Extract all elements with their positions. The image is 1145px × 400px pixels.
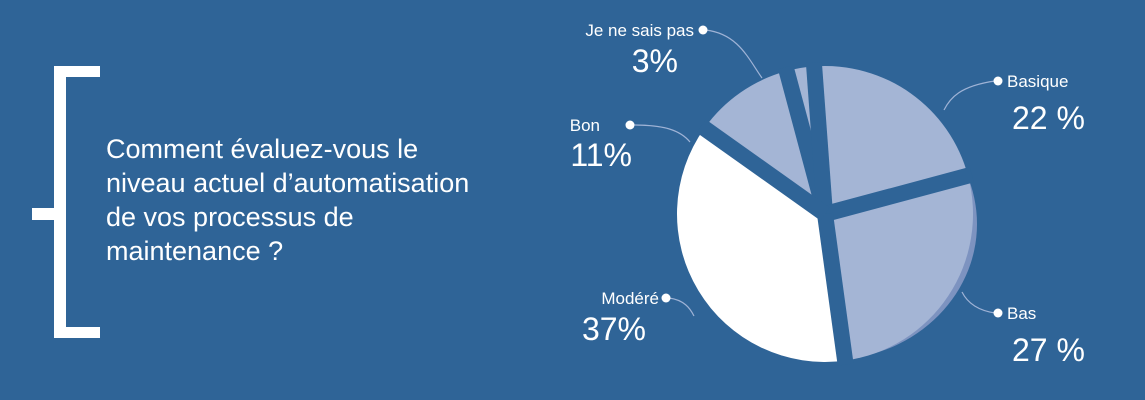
slice-labels: Je ne sais pas 3% Basique 22 % Bas 27 % Modéré… — [570, 21, 1085, 368]
pie-slice-modere — [677, 128, 846, 362]
leader-line-basique — [943, 80, 996, 111]
question-line-1: Comment évaluez-vous le — [106, 134, 419, 164]
slice-name-bon: Bon — [570, 116, 600, 135]
slice-value-basique: 22 % — [1012, 100, 1085, 136]
bracket-vertical-top — [54, 66, 66, 208]
label-dot-je-ne-sais-pas — [698, 25, 708, 35]
slice-name-basique: Basique — [1007, 72, 1068, 91]
slice-separator — [805, 61, 833, 215]
leader-line-bas — [961, 291, 996, 314]
bracket-notch — [32, 208, 66, 220]
bracket-bottom-arm — [54, 327, 100, 338]
slice-value-bon: 11% — [570, 137, 632, 173]
slice-value-bas: 27 % — [1012, 332, 1085, 368]
pie-slices — [677, 61, 974, 366]
question-line-3: de vos processus de — [106, 202, 354, 232]
pie-slice-bas — [825, 175, 974, 361]
bracket-top-arm — [54, 66, 100, 77]
label-dot-bas — [993, 308, 1003, 318]
slice-value-je-ne-sais-pas: 3% — [632, 43, 678, 79]
label-dot-modere — [661, 293, 671, 303]
label-dot-basique — [993, 76, 1003, 86]
slice-separator — [696, 119, 830, 221]
leader-line-modere — [668, 297, 695, 317]
slice-name-je-ne-sais-pas: Je ne sais pas — [585, 21, 694, 40]
slice-separator — [822, 166, 974, 222]
leader-line-bon — [632, 124, 691, 143]
slice-name-modere: Modéré — [601, 289, 659, 308]
slice-separator — [817, 212, 854, 366]
pie-slice-basique — [814, 66, 968, 214]
slice-value-modere: 37% — [582, 311, 646, 347]
leader-line-je-ne-sais-pas — [705, 29, 763, 79]
question-line-2: niveau actuel d’automatisation — [106, 168, 470, 198]
survey-question: Comment évaluez-vous le niveau actuel d’… — [106, 132, 546, 268]
label-dot-bon — [625, 120, 635, 130]
slice-name-bas: Bas — [1007, 304, 1036, 323]
bracket-vertical-bottom — [54, 220, 66, 338]
question-line-4: maintenance ? — [106, 236, 284, 266]
